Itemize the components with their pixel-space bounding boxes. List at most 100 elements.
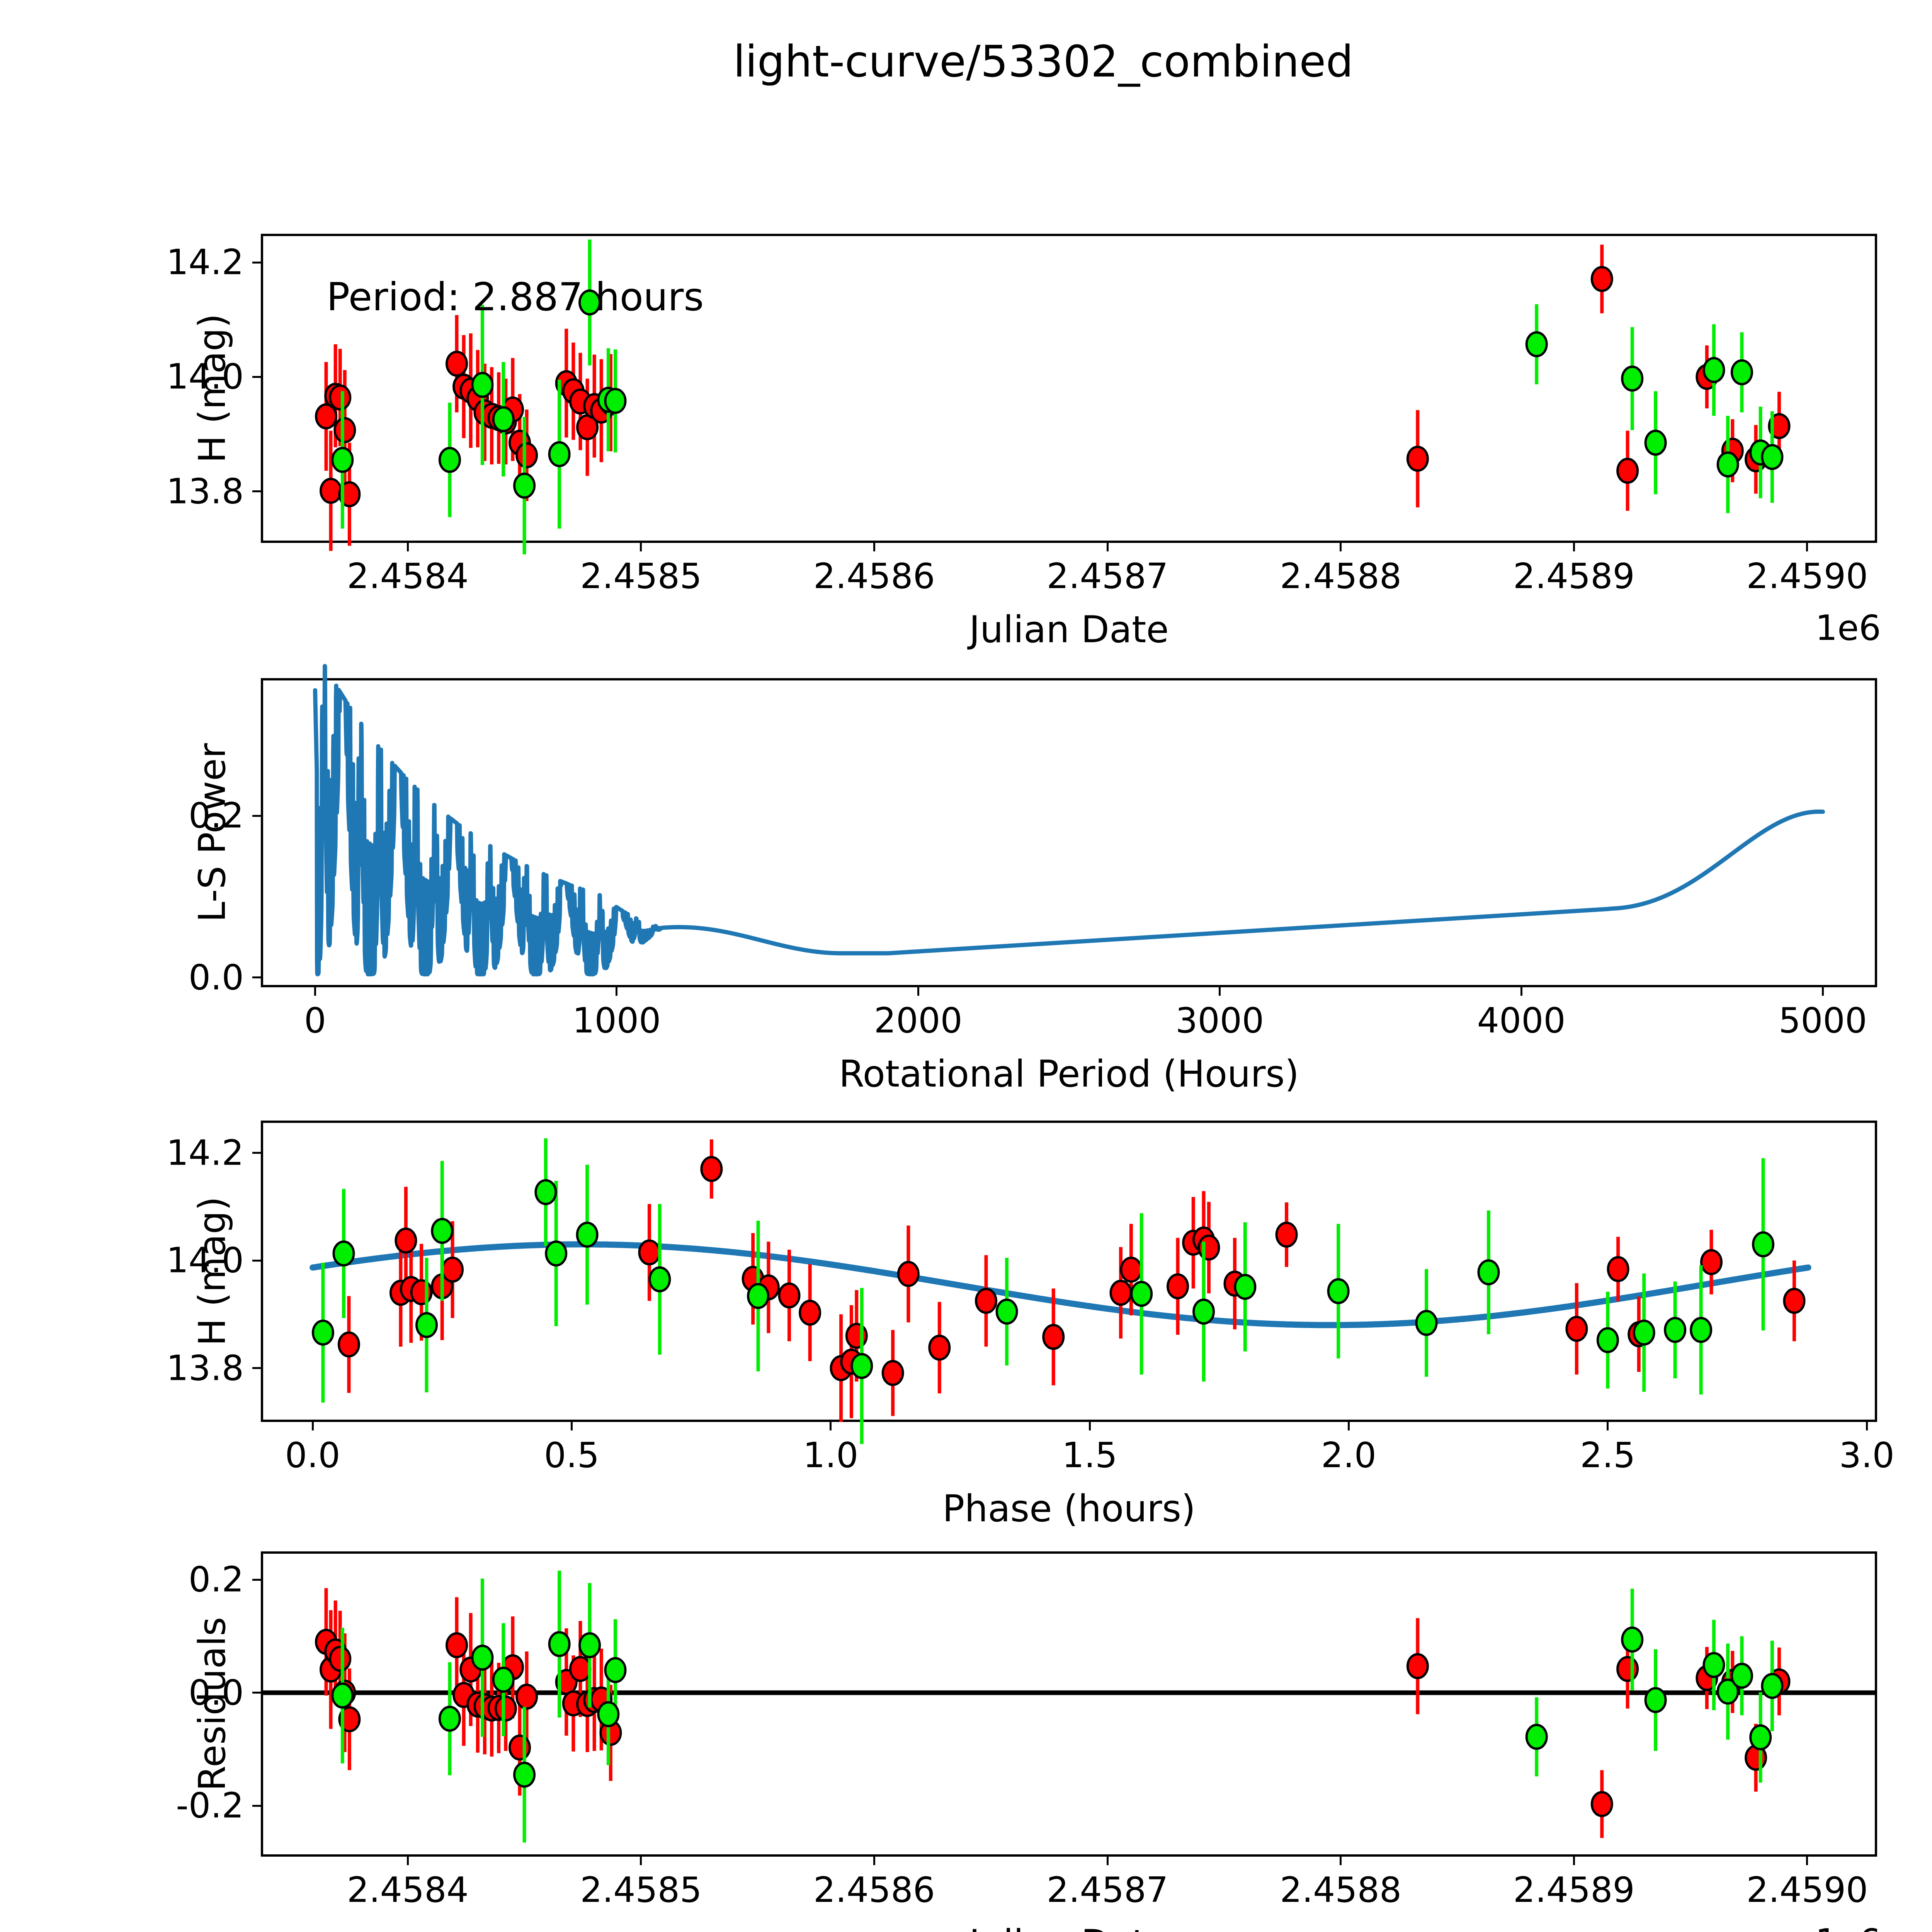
x-tick-label: 2.4585 [580, 1870, 702, 1910]
x-tick [1806, 1857, 1808, 1865]
data-point [1406, 1653, 1429, 1679]
y-axis-label: H (mag) [191, 313, 234, 463]
x-tick [830, 1422, 832, 1430]
data-point [928, 1335, 951, 1361]
y-tick-label: -0.2 [176, 1785, 244, 1826]
periodogram-trace [313, 664, 1825, 976]
y-tick-label: 0.0 [188, 1672, 244, 1713]
data-point [1109, 1280, 1132, 1306]
x-tick-label: 0.5 [544, 1435, 599, 1476]
data-point [604, 1657, 627, 1683]
data-point [1730, 1663, 1753, 1689]
x-tick [873, 543, 875, 551]
data-point [1761, 444, 1784, 470]
y-tick [252, 261, 261, 264]
x-tick-label: 2.4590 [1746, 556, 1868, 597]
data-point [545, 1240, 568, 1267]
data-point [799, 1299, 821, 1326]
data-point [515, 442, 538, 469]
data-point [315, 403, 338, 430]
y-tick [252, 490, 261, 493]
data-point [1525, 331, 1548, 357]
data-point [1565, 1316, 1588, 1342]
x-tick-label: 2.4590 [1746, 1870, 1868, 1910]
data-point [778, 1282, 801, 1309]
data-point [1167, 1273, 1189, 1299]
data-point [850, 1353, 873, 1379]
data-point [700, 1156, 723, 1182]
x-tick-label: 2.4585 [580, 556, 702, 597]
y-tick-label: 13.8 [166, 471, 244, 512]
data-point [1702, 1652, 1725, 1678]
x-tick-label: 5000 [1778, 1000, 1867, 1041]
y-tick [252, 1259, 261, 1262]
data-point [1596, 1327, 1619, 1353]
y-tick-label: 0.2 [188, 795, 244, 836]
x-tick [314, 987, 316, 996]
x-tick [1106, 1857, 1109, 1865]
y-tick [252, 815, 261, 817]
y-tick [252, 1152, 261, 1154]
panel-lightcurve-plot-area [315, 239, 1791, 554]
x-tick [1340, 1857, 1342, 1865]
y-tick [252, 976, 261, 979]
data-point [338, 1706, 361, 1733]
series-green [311, 1138, 1775, 1444]
data-point [320, 478, 342, 504]
data-point [1752, 1231, 1775, 1258]
data-point [513, 473, 536, 499]
series-red [337, 1139, 1806, 1422]
panel-periodogram-plot-area [313, 664, 1825, 976]
y-axis-label: H (mag) [191, 1196, 234, 1346]
data-point [1616, 1656, 1639, 1682]
x-axis-label: Rotational Period (Hours) [839, 1053, 1299, 1095]
data-point [509, 1734, 531, 1761]
period-annotation: Period: 2.887 hours [327, 274, 704, 320]
data-point [395, 1227, 417, 1254]
x-tick-label: 2.4586 [813, 556, 935, 597]
y-tick-label: 0.0 [188, 957, 244, 998]
data-point [471, 372, 494, 398]
data-point [331, 1682, 354, 1709]
data-point [415, 1312, 438, 1338]
data-point [1716, 451, 1739, 478]
x-tick [1347, 1422, 1350, 1430]
x-tick-label: 2.4589 [1513, 556, 1635, 597]
x-tick-label: 2.5 [1580, 1435, 1636, 1476]
panel-residuals [261, 1551, 1877, 1857]
data-point [897, 1261, 920, 1287]
data-point [1768, 413, 1791, 439]
data-point [1621, 366, 1644, 392]
x-axis-offset-label: 1e6 [1815, 608, 1881, 648]
x-tick [873, 1857, 875, 1865]
x-tick-label: 2000 [874, 1000, 963, 1041]
data-point [441, 1257, 464, 1283]
sinusoid-fit-line [310, 1241, 1811, 1328]
x-tick [1806, 543, 1808, 551]
y-tick [252, 376, 261, 378]
y-axis-label: Residuals [191, 1617, 234, 1791]
data-point [1234, 1274, 1257, 1300]
x-tick [616, 987, 618, 996]
data-point [548, 441, 571, 468]
x-axis-label: Julian Date [969, 609, 1169, 651]
data-point [438, 1706, 461, 1732]
data-point [513, 1762, 536, 1788]
data-point [1120, 1257, 1143, 1283]
data-point [1633, 1320, 1655, 1346]
x-tick-label: 2.4584 [347, 556, 469, 597]
data-point [638, 1239, 661, 1265]
data-point [438, 447, 461, 473]
x-tick [1340, 543, 1342, 551]
series-red [315, 1588, 1791, 1838]
data-point [1716, 1679, 1739, 1705]
x-tick [1866, 1422, 1868, 1430]
x-axis-offset-label: 1e6 [1815, 1922, 1881, 1932]
x-tick-label: 0 [304, 1000, 327, 1041]
data-point [494, 1696, 517, 1722]
data-point [1702, 357, 1725, 383]
x-tick-label: 1.5 [1062, 1435, 1117, 1476]
x-axis-label: Phase (hours) [942, 1488, 1196, 1530]
data-point [1042, 1324, 1065, 1350]
data-point [747, 1283, 770, 1309]
